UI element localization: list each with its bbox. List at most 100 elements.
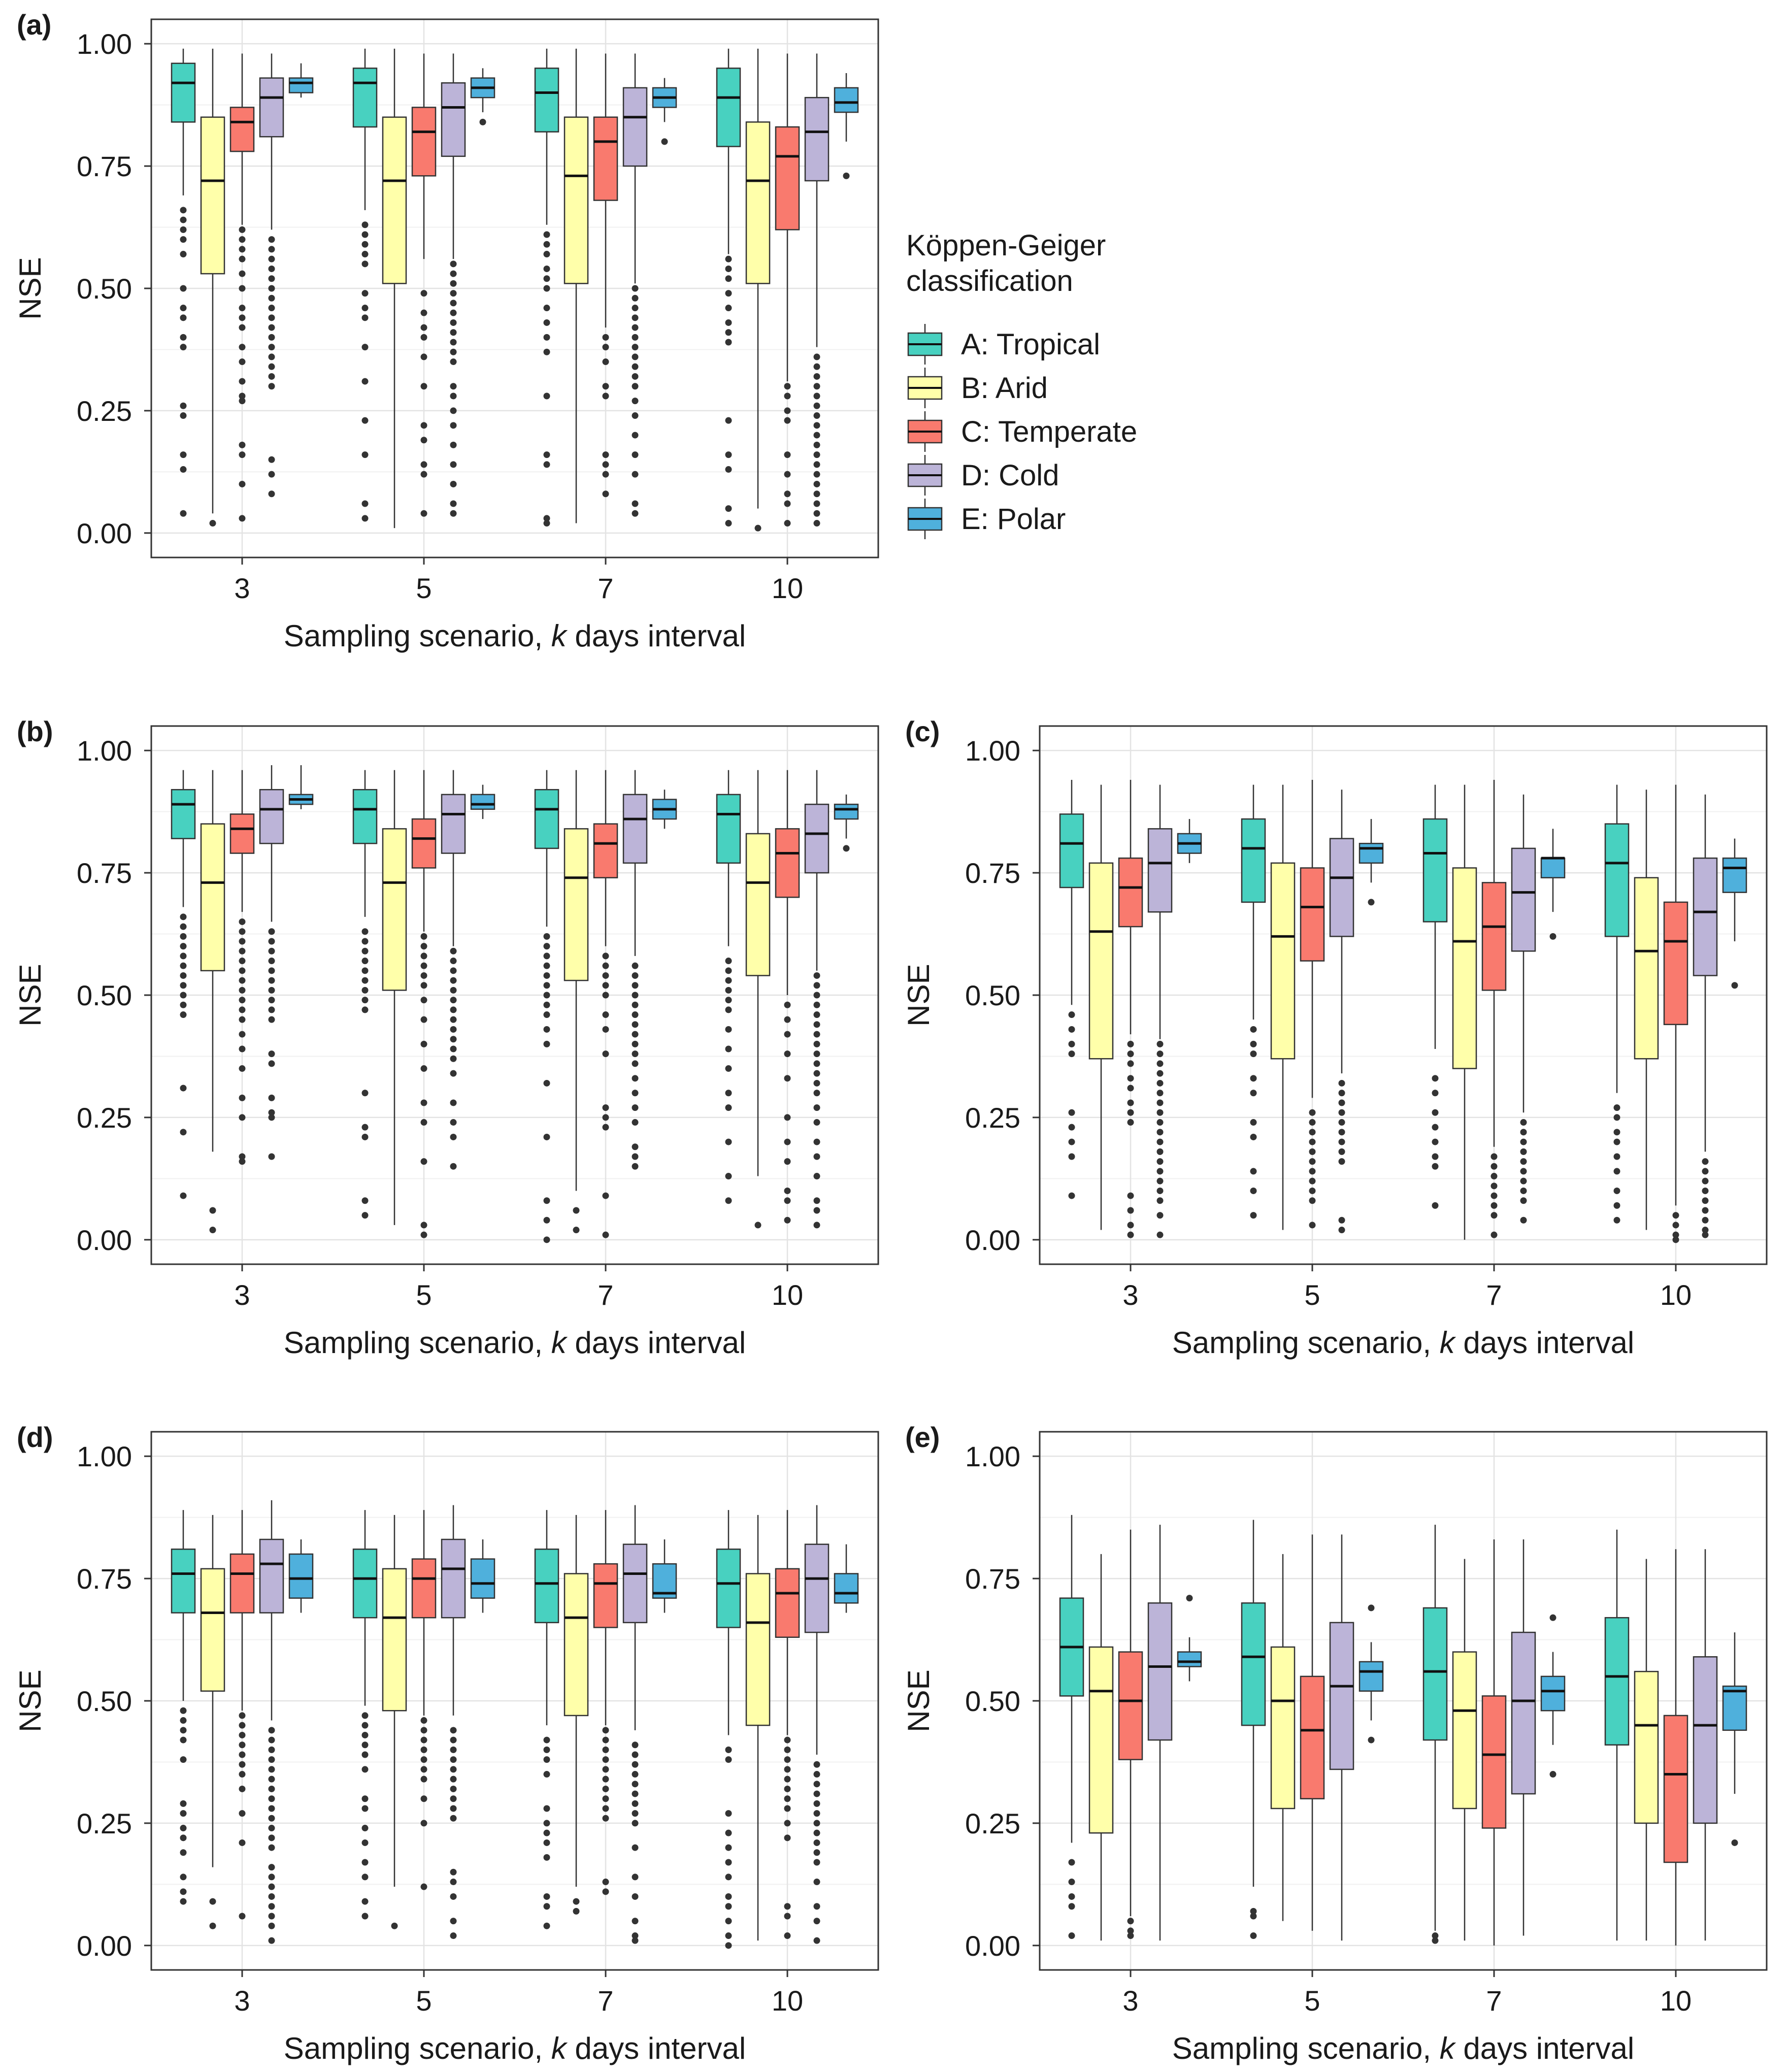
box-body: [441, 1538, 466, 1619]
outlier-point: [632, 1873, 639, 1881]
outlier-point: [632, 1771, 639, 1778]
outlier-point: [1702, 1207, 1709, 1214]
outlier-point: [632, 972, 639, 979]
outlier-point: [632, 982, 639, 989]
outlier-point: [1702, 1197, 1709, 1204]
x-tick-label: 7: [1486, 1279, 1502, 1311]
outlier-point: [239, 1016, 246, 1023]
box-e-k7: [1540, 829, 1566, 940]
outlier-point: [268, 1766, 275, 1773]
outlier-point: [1520, 1119, 1527, 1126]
outlier-point: [420, 309, 427, 316]
outlier-point: [268, 265, 275, 272]
outlier-point: [1250, 1168, 1257, 1175]
outlier-point: [361, 1913, 369, 1920]
outlier-point: [239, 236, 246, 243]
panel-d: 0.00 0.25 0.50 0.75 1.00 3 5 7 10 Sampling scenar…: [13, 1421, 879, 2065]
box-a-k5: [1241, 784, 1266, 1219]
outlier-point: [632, 314, 639, 321]
outlier-point: [450, 290, 457, 297]
outlier-point: [239, 392, 246, 400]
outlier-point: [813, 1771, 820, 1778]
outlier-point: [813, 1859, 820, 1866]
outlier-point: [725, 265, 732, 272]
y-tick-label: 0.75: [965, 857, 1020, 889]
outlier-point: [361, 1825, 369, 1832]
box-body: [775, 828, 800, 898]
outlier-point: [268, 255, 275, 262]
outlier-point: [1549, 1614, 1556, 1621]
outlier-point: [420, 1820, 427, 1827]
box-b-k3: [1088, 784, 1114, 1230]
outlier-point: [450, 1918, 457, 1925]
outlier-point: [1068, 1026, 1075, 1033]
outlier-point: [450, 1026, 457, 1033]
legend-item-label: C: Temperate: [961, 415, 1137, 448]
outlier-point: [1432, 1090, 1439, 1097]
outlier-point: [420, 1883, 427, 1890]
y-tick-label: 0.25: [77, 395, 132, 427]
x-axis-label-k: k: [1440, 2031, 1456, 2065]
outlier-point: [632, 1932, 639, 1939]
outlier-point: [813, 510, 820, 517]
outlier-point: [180, 1756, 187, 1763]
y-tick-label: 0.00: [77, 1930, 132, 1962]
box-body: [564, 1573, 589, 1717]
box-body: [1481, 1695, 1507, 1829]
outlier-point: [1127, 1918, 1134, 1925]
outlier-point: [632, 1050, 639, 1058]
outlier-point: [813, 373, 820, 380]
box-e-k7: [1540, 1614, 1566, 1778]
outlier-point: [1520, 1158, 1527, 1165]
y-tick-label: 1.00: [77, 28, 132, 60]
outlier-point: [420, 461, 427, 468]
outlier-point: [268, 1922, 275, 1929]
outlier-point: [209, 1898, 216, 1905]
outlier-point: [725, 1810, 732, 1817]
outlier-point: [813, 1879, 820, 1886]
outlier-point: [602, 1124, 609, 1131]
outlier-point: [1338, 1079, 1345, 1087]
outlier-point: [420, 982, 427, 989]
outlier-point: [420, 471, 427, 478]
outlier-point: [1549, 1771, 1556, 1778]
outlier-point: [239, 928, 246, 935]
outlier-point: [239, 324, 246, 331]
box-body: [411, 1558, 437, 1619]
outlier-point: [725, 1197, 732, 1204]
box-body: [411, 107, 437, 177]
outlier-point: [813, 1050, 820, 1058]
outlier-point: [180, 982, 187, 989]
box-body: [1634, 1670, 1659, 1824]
outlier-point: [450, 947, 457, 955]
outlier-point: [632, 1893, 639, 1900]
outlier-point: [1613, 1202, 1620, 1209]
box-e-k3: [288, 63, 314, 98]
box-body: [1359, 843, 1384, 864]
outlier-point: [1250, 1026, 1257, 1033]
box-body: [745, 833, 771, 976]
outlier-point: [239, 358, 246, 366]
outlier-point: [450, 1006, 457, 1013]
outlier-point: [632, 1090, 639, 1097]
outlier-point: [1613, 1187, 1620, 1194]
outlier-point: [543, 1805, 550, 1812]
outlier-point: [420, 1736, 427, 1744]
outlier-point: [543, 265, 550, 272]
outlier-point: [602, 1785, 609, 1792]
outlier-point: [813, 1001, 820, 1008]
outlier-point: [725, 1104, 732, 1111]
box-body: [1481, 882, 1507, 991]
outlier-point: [1490, 1153, 1498, 1160]
outlier-point: [239, 958, 246, 965]
outlier-point: [180, 1849, 187, 1856]
outlier-point: [602, 461, 609, 468]
outlier-point: [784, 1001, 791, 1008]
outlier-point: [239, 986, 246, 994]
outlier-point: [602, 1746, 609, 1753]
outlier-point: [632, 294, 639, 302]
box-body: [834, 803, 859, 820]
outlier-point: [543, 1893, 550, 1900]
outlier-point: [420, 1766, 427, 1773]
outlier-point: [420, 1119, 427, 1126]
